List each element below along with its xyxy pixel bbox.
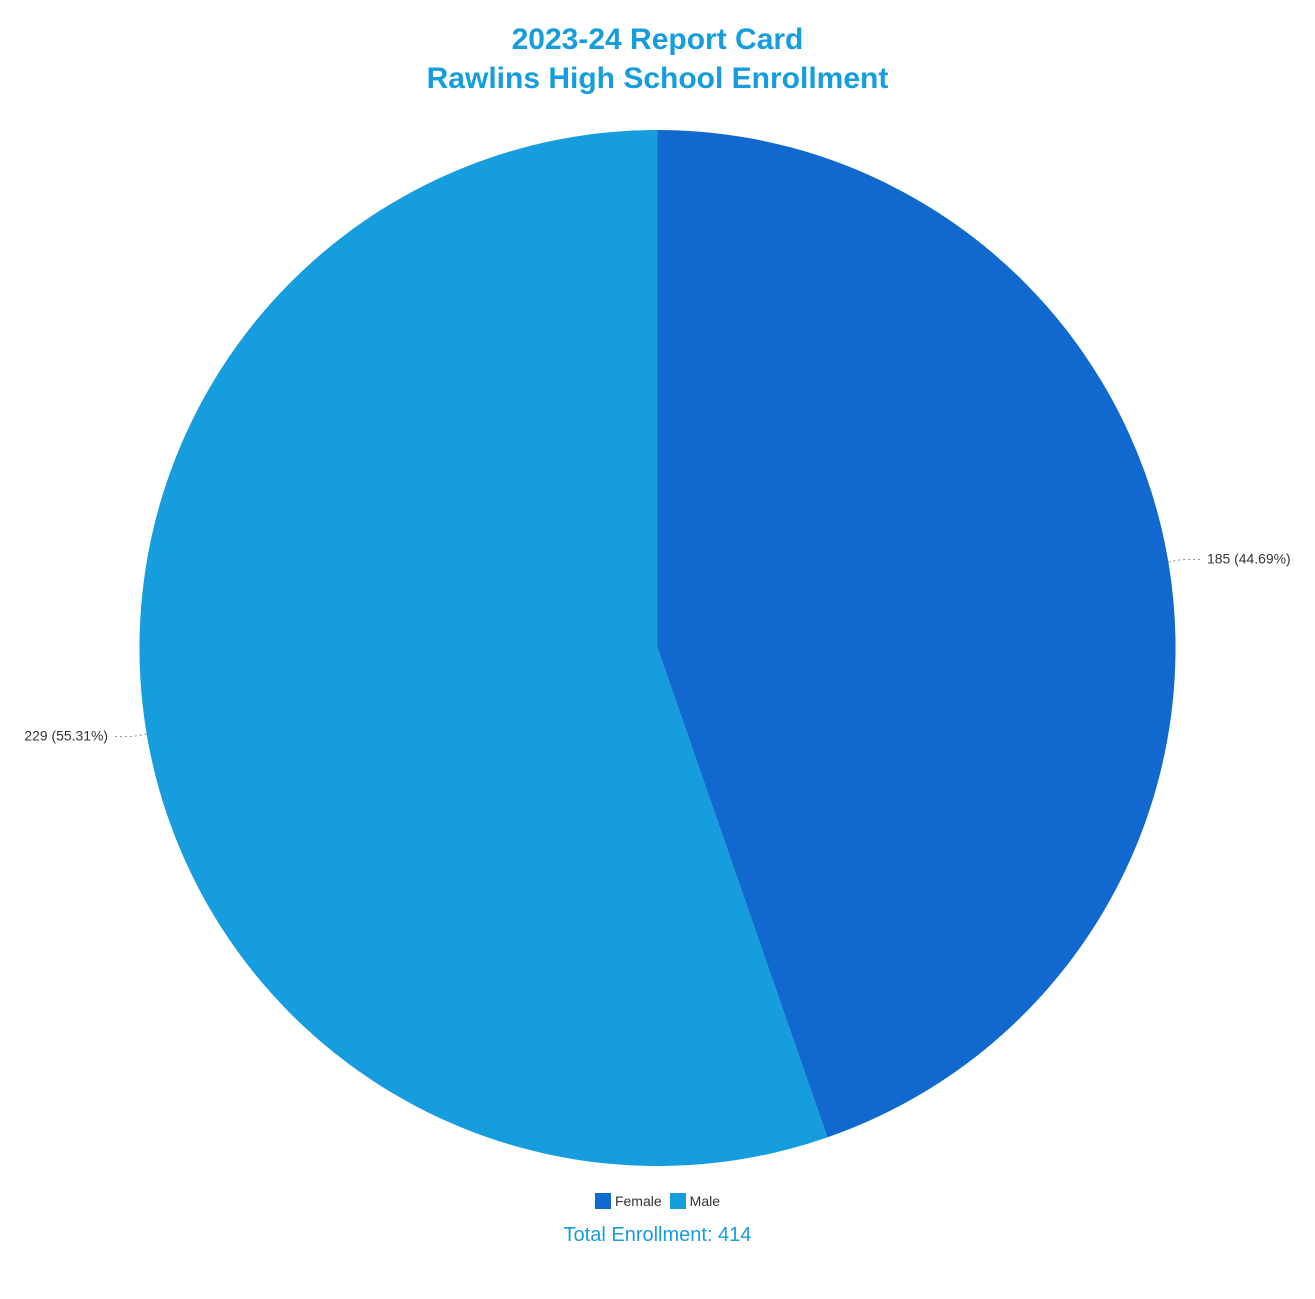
pie-chart-container: 185 (44.69%) 229 (55.31%): [0, 118, 1315, 1178]
legend-item-female[interactable]: Female: [595, 1193, 662, 1209]
legend-swatch: [595, 1193, 611, 1209]
legend-item-male[interactable]: Male: [670, 1193, 720, 1209]
total-enrollment-text: Total Enrollment: 414: [564, 1224, 752, 1246]
leader-line: [1168, 559, 1203, 561]
slice-label-male: 229 (55.31%): [24, 728, 108, 744]
legend-container: Female Male: [0, 1193, 1315, 1214]
slice-label-female: 185 (44.69%): [1207, 550, 1291, 566]
legend-swatch: [670, 1193, 686, 1209]
chart-title-line2: Rawlins High School Enrollment: [0, 59, 1315, 98]
legend-label: Male: [690, 1193, 720, 1209]
legend-items: Female Male: [595, 1193, 720, 1209]
chart-title-container: 2023-24 Report Card Rawlins High School …: [0, 0, 1315, 108]
pie-chart-svg: 185 (44.69%) 229 (55.31%): [0, 118, 1315, 1178]
legend-label: Female: [615, 1193, 662, 1209]
total-enrollment-container: Total Enrollment: 414: [0, 1224, 1315, 1247]
leader-line: [112, 734, 147, 736]
chart-title-line1: 2023-24 Report Card: [0, 20, 1315, 59]
